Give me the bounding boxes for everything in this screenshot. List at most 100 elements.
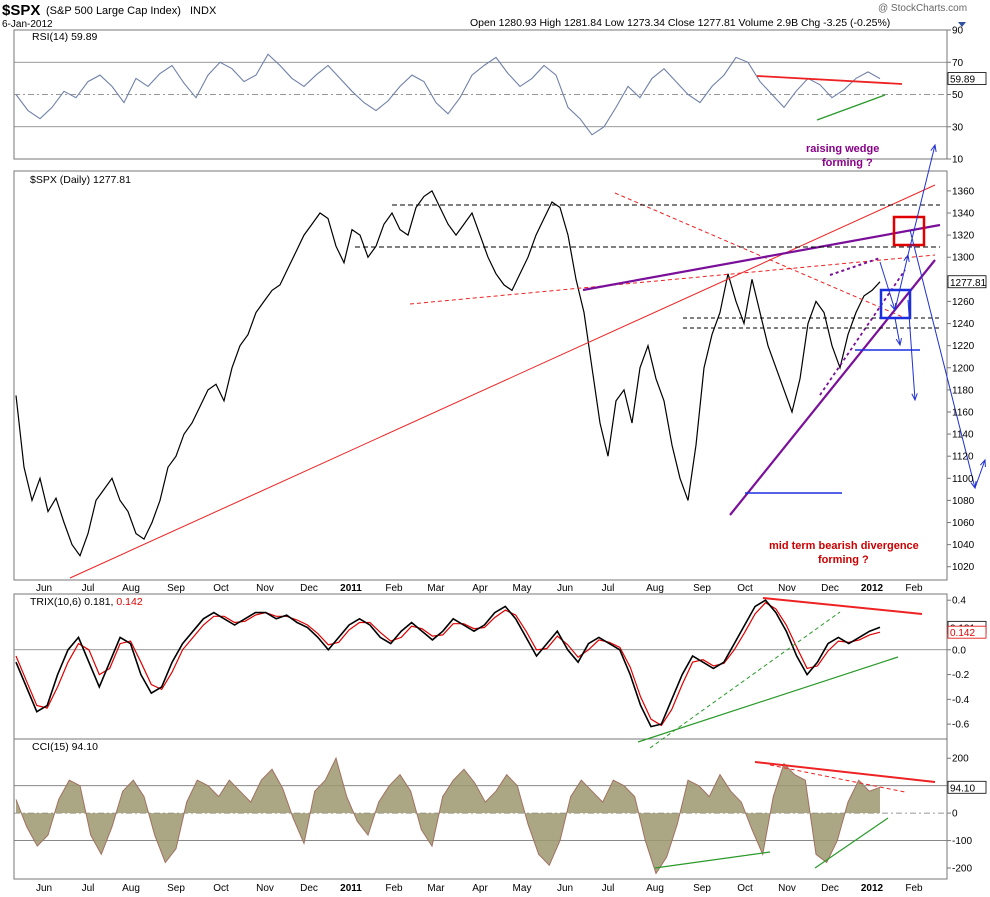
bottom-x-tick-label: Oct bbox=[737, 883, 753, 894]
rsi-tick-label: 10 bbox=[952, 155, 964, 166]
bottom-x-tick-label: Nov bbox=[778, 883, 796, 894]
price-x-tick-label: Jul bbox=[602, 583, 615, 594]
annotation-raising-wedge: raising wedge bbox=[806, 143, 879, 155]
chart-date: 6-Jan-2012 bbox=[2, 19, 53, 30]
cci-title: CCI(15) 94.10 bbox=[32, 741, 98, 753]
price-tick-label: 1140 bbox=[952, 430, 974, 441]
projection-arrow-6-head bbox=[979, 458, 986, 468]
cci-divergence-line bbox=[754, 761, 936, 783]
watermark: @ StockCharts.com bbox=[878, 3, 967, 14]
rsi-divergence-line bbox=[756, 75, 903, 85]
cci-support-line-2 bbox=[814, 817, 889, 869]
red-dashed-trendline bbox=[409, 254, 936, 305]
rsi-last-value-box bbox=[947, 72, 987, 85]
price-tick-label: 1240 bbox=[952, 319, 975, 330]
bottom-x-tick-label: Jun bbox=[557, 883, 573, 894]
price-x-tick-label: Mar bbox=[427, 583, 445, 594]
bottom-x-tick-label: 2012 bbox=[861, 883, 884, 894]
trix-line bbox=[15, 599, 881, 728]
bottom-x-tick-label: Feb bbox=[905, 883, 923, 894]
red-long-trendline bbox=[69, 184, 936, 579]
price-tick-label: 1220 bbox=[952, 341, 975, 352]
projection-arrow-4 bbox=[907, 299, 916, 401]
trix-support-line bbox=[637, 656, 899, 743]
price-x-tick-label: May bbox=[513, 583, 532, 594]
bottom-x-tick-label: Jun bbox=[36, 883, 52, 894]
price-x-tick-label: Aug bbox=[122, 583, 140, 594]
price-tick-label: 1340 bbox=[952, 209, 975, 220]
price-x-tick-label: Nov bbox=[256, 583, 274, 594]
bottom-x-tick-label: May bbox=[513, 883, 532, 894]
price-tick-label: 1260 bbox=[952, 297, 975, 308]
bottom-x-tick-label: Mar bbox=[427, 883, 445, 894]
rsi-support-line bbox=[816, 94, 886, 121]
cci-panel bbox=[13, 738, 948, 880]
trix-divergence-line bbox=[762, 597, 923, 615]
bottom-x-tick-label: Sep bbox=[693, 883, 711, 894]
trix-title: TRIX(10,6) 0.181, 0.142 bbox=[30, 596, 143, 608]
purple-wedge-bottom bbox=[729, 259, 936, 516]
projection-arrow-6 bbox=[974, 459, 986, 489]
price-x-tick-label: Apr bbox=[472, 583, 488, 594]
annotation-wedge-forming: forming ? bbox=[822, 157, 873, 169]
price-tick-label: 1360 bbox=[952, 186, 975, 197]
projection-arrow-1 bbox=[879, 261, 896, 311]
symbol-name: (S&P 500 Large Cap Index) bbox=[46, 5, 181, 17]
bottom-x-tick-label: Oct bbox=[213, 883, 229, 894]
purple-dashed-wedge bbox=[819, 269, 906, 396]
red-dashed-downtrend bbox=[614, 192, 906, 319]
cci-tick-label: 0 bbox=[952, 809, 958, 820]
projection-arrow-5 bbox=[909, 229, 976, 489]
trix-signal-last-value: 0.142 bbox=[950, 628, 975, 639]
purple-dashed-top bbox=[829, 257, 881, 276]
price-tick-label: 1100 bbox=[952, 474, 974, 485]
projection-arrow-4-head bbox=[911, 393, 918, 402]
bottom-x-tick-label: 2011 bbox=[340, 883, 362, 894]
price-x-tick-label: Nov bbox=[778, 583, 796, 594]
bottom-x-tick-label: Nov bbox=[256, 883, 274, 894]
price-x-tick-label: 2012 bbox=[861, 583, 884, 594]
price-x-tick-label: Jun bbox=[36, 583, 52, 594]
bottom-x-tick-label: Aug bbox=[122, 883, 140, 894]
trix-tick-label: 0.0 bbox=[952, 645, 966, 656]
price-last-value-box bbox=[947, 275, 987, 289]
price-x-tick-label: Jun bbox=[557, 583, 573, 594]
price-x-tick-label: 2011 bbox=[340, 583, 362, 594]
dropdown-arrow-icon[interactable] bbox=[958, 22, 966, 27]
projection-arrow-3 bbox=[907, 144, 936, 256]
cci-last-value-box bbox=[947, 780, 987, 794]
trix-tick-label: 0.4 bbox=[952, 596, 966, 607]
exchange-label: INDX bbox=[190, 5, 217, 17]
cci-area bbox=[16, 758, 880, 874]
price-last-value: 1277.81 bbox=[950, 278, 987, 289]
rsi-tick-label: 50 bbox=[952, 90, 964, 101]
price-tick-label: 1200 bbox=[952, 363, 975, 374]
cci-tick-label: -200 bbox=[952, 864, 972, 875]
red-target-box bbox=[892, 215, 926, 247]
bottom-x-tick-label: Sep bbox=[167, 883, 185, 894]
projection-arrow-7 bbox=[894, 317, 901, 346]
price-tick-label: 1300 bbox=[952, 253, 975, 264]
price-x-tick-label: Oct bbox=[737, 583, 753, 594]
annotation-divergence-forming: forming ? bbox=[818, 554, 869, 566]
bottom-x-tick-label: Jul bbox=[602, 883, 615, 894]
price-x-tick-label: Feb bbox=[385, 583, 403, 594]
projection-arrow-7-head bbox=[895, 338, 902, 347]
bottom-x-tick-label: Feb bbox=[385, 883, 403, 894]
cci-dashed-divergence bbox=[769, 764, 906, 793]
projection-arrow-3-head bbox=[930, 143, 937, 152]
rsi-tick-label: 30 bbox=[952, 122, 964, 133]
price-tick-label: 1160 bbox=[952, 407, 974, 418]
price-tick-label: 1040 bbox=[952, 540, 975, 551]
bottom-x-tick-label: Dec bbox=[821, 883, 839, 894]
cci-support-line bbox=[654, 851, 771, 869]
bottom-x-tick-label: Apr bbox=[472, 883, 488, 894]
cci-tick-label: -100 bbox=[952, 836, 972, 847]
cci-last-value: 94.10 bbox=[950, 783, 975, 794]
price-x-tick-label: Sep bbox=[693, 583, 711, 594]
projection-arrow-2 bbox=[894, 254, 909, 311]
price-x-tick-label: Dec bbox=[821, 583, 839, 594]
price-title: $SPX (Daily) 1277.81 bbox=[30, 174, 131, 186]
trix-tick-label: -0.6 bbox=[952, 720, 970, 731]
